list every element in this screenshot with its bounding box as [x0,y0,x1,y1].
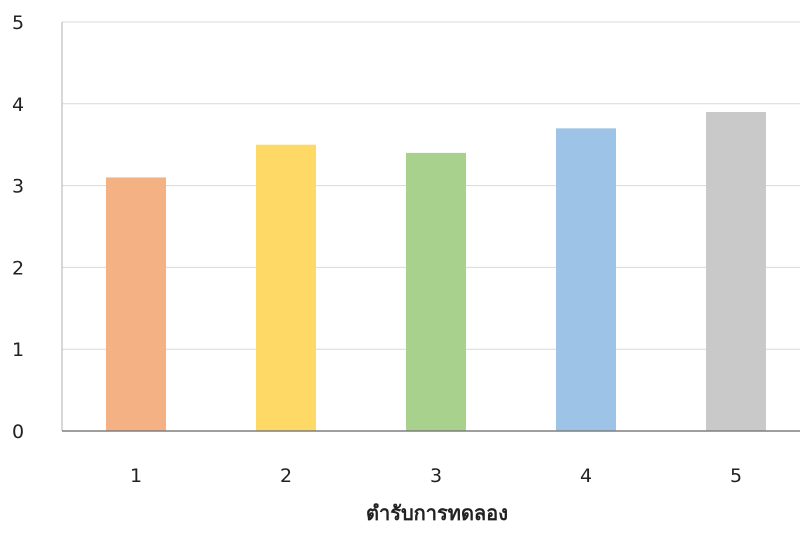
y-tick-labels: 0 1 2 3 4 5 [12,12,24,443]
bar-2 [256,144,316,431]
x-tick-label: 4 [580,465,592,487]
bar-1 [106,177,166,431]
x-tick-label: 1 [130,465,142,487]
y-tick-label: 3 [12,176,24,198]
bars [106,111,766,431]
bar-5 [706,111,766,431]
axes [61,22,800,432]
bar-3 [406,152,466,431]
x-tick-labels: 1 2 3 4 5 [130,465,742,487]
x-axis-title: ตำรับการทดลอง [366,501,508,525]
y-tick-label: 2 [12,257,24,279]
y-tick-label: 0 [12,421,24,443]
x-tick-label: 2 [280,465,292,487]
y-tick-label: 4 [12,94,24,116]
y-tick-label: 1 [12,339,24,361]
x-tick-label: 5 [730,465,742,487]
x-tick-label: 3 [430,465,442,487]
bar-4 [556,128,616,431]
y-tick-label: 5 [12,12,24,34]
